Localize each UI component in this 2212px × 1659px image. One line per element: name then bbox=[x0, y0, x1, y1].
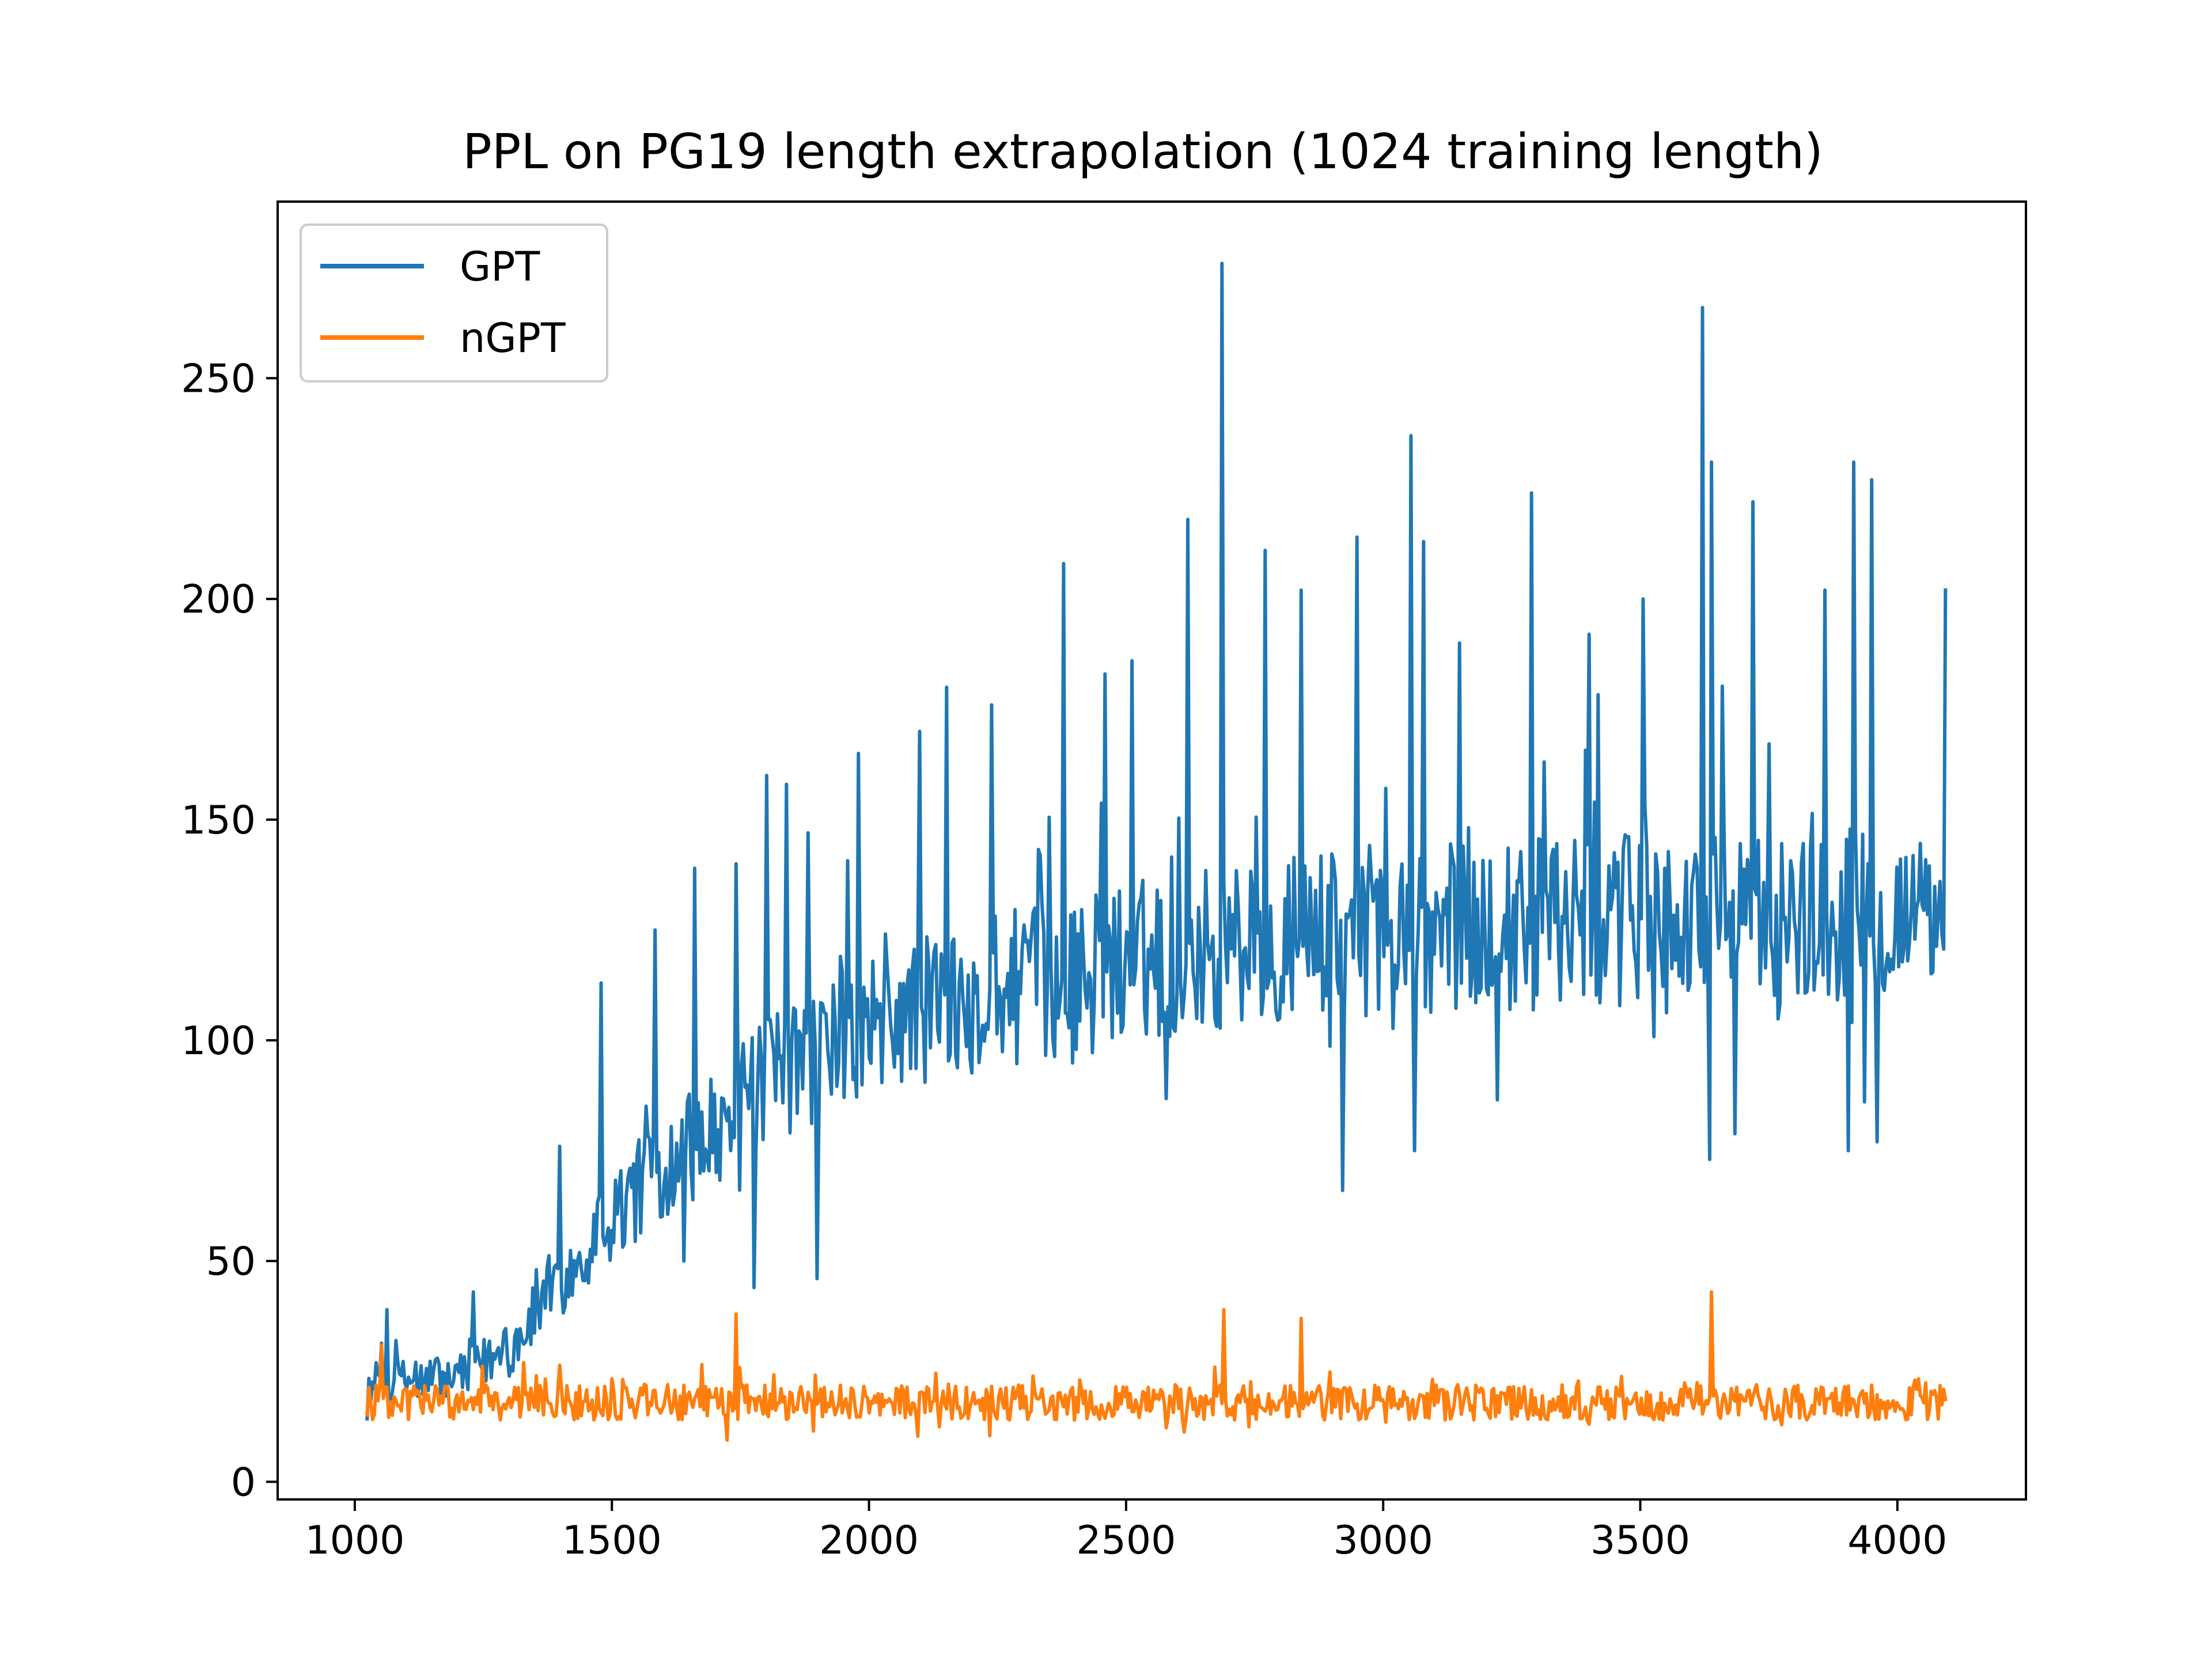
legend-label-ngpt: nGPT bbox=[460, 315, 566, 362]
y-tick-label: 50 bbox=[206, 1239, 256, 1285]
plot-area bbox=[365, 262, 1948, 1442]
y-axis: 0 50 100 150 200 250 bbox=[181, 357, 278, 1505]
series-line-gpt bbox=[365, 262, 1948, 1421]
x-tick-label: 1000 bbox=[305, 1518, 404, 1563]
y-tick-label: 200 bbox=[181, 577, 256, 623]
axes-frame bbox=[276, 200, 2027, 1501]
chart-title: PPL on PG19 length extrapolation (1024 t… bbox=[463, 123, 1823, 180]
x-tick-label: 2500 bbox=[1076, 1518, 1176, 1563]
legend: GPT nGPT bbox=[300, 224, 608, 382]
y-tick-label: 0 bbox=[231, 1460, 256, 1505]
x-axis: 1000 1500 2000 2500 3000 3500 4000 bbox=[305, 1499, 1947, 1563]
x-tick-label: 4000 bbox=[1847, 1518, 1947, 1563]
series-line-ngpt bbox=[365, 1290, 1948, 1442]
legend-label-gpt: GPT bbox=[460, 243, 540, 290]
x-tick-label: 2000 bbox=[819, 1518, 919, 1563]
x-tick-label: 1500 bbox=[562, 1518, 662, 1563]
y-tick-label: 250 bbox=[181, 357, 256, 402]
x-tick-label: 3000 bbox=[1334, 1518, 1433, 1563]
y-tick-label: 100 bbox=[181, 1018, 256, 1064]
x-tick-label: 3500 bbox=[1590, 1518, 1690, 1563]
y-tick-label: 150 bbox=[181, 798, 256, 843]
